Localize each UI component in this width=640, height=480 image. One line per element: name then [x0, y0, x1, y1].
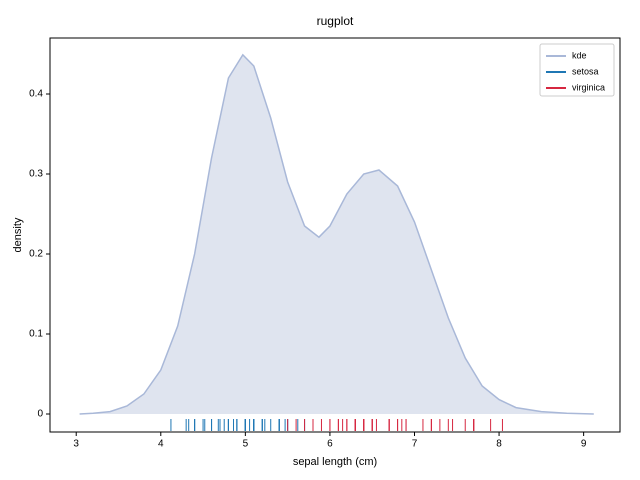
legend-label: setosa — [572, 66, 599, 76]
x-tick-label: 9 — [581, 439, 587, 450]
x-axis-label: sepal length (cm) — [293, 456, 377, 468]
y-tick-label: 0.3 — [29, 169, 43, 180]
chart-title: rugplot — [317, 14, 354, 28]
kde-area — [79, 54, 594, 415]
x-tick-label: 8 — [496, 439, 502, 450]
y-tick-label: 0.2 — [29, 249, 43, 260]
legend-label: virginica — [572, 82, 605, 92]
kde-line — [79, 53, 594, 415]
x-tick-label: 3 — [73, 439, 79, 450]
y-tick-label: 0.4 — [29, 89, 43, 100]
y-tick-label: 0.1 — [29, 329, 43, 340]
legend-label: kde — [572, 50, 587, 60]
y-tick-label: 0 — [37, 409, 43, 420]
y-axis-label: density — [12, 217, 24, 252]
plot-frame — [49, 37, 621, 433]
x-tick-label: 5 — [243, 439, 249, 450]
x-tick-label: 6 — [327, 439, 333, 450]
x-tick-label: 7 — [412, 439, 418, 450]
x-tick-label: 4 — [158, 439, 164, 450]
